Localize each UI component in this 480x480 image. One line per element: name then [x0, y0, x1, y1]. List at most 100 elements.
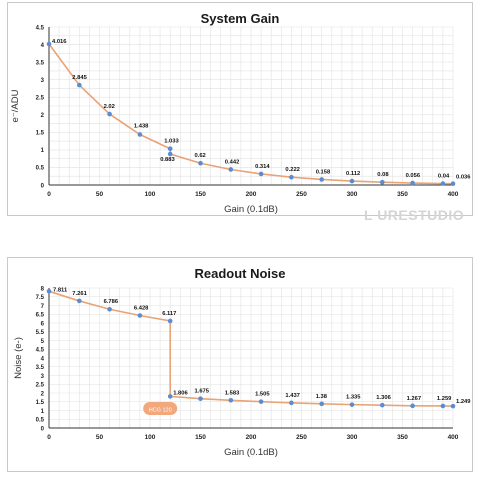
y-tick-label: 1: [41, 148, 45, 154]
data-point: [349, 178, 355, 184]
series-line: [48, 290, 454, 407]
readout-noise-chart-panel: Readout Noise 0 50 100 150 200 250 300 350 400 0 0…: [7, 257, 473, 472]
y-tick-label: 2.5: [36, 96, 45, 102]
y-tick-label: 0: [41, 183, 45, 189]
x-tick-label: 400: [448, 434, 459, 441]
data-point: [450, 181, 456, 187]
data-label: 1.437: [285, 393, 300, 399]
y-tick-label: 4: [41, 43, 45, 49]
y-tick-label: 0: [41, 426, 45, 432]
data-point: [77, 298, 82, 304]
data-point: [289, 400, 294, 406]
y-tick-label: 7.5: [36, 295, 45, 301]
x-tick-label: 250: [296, 434, 307, 441]
x-tick-label: 300: [347, 434, 358, 441]
data-point: [349, 402, 355, 407]
data-label: 6.786: [104, 299, 119, 305]
y-tick-label: 4.5: [36, 25, 45, 31]
y-tick-label: 5: [41, 339, 45, 345]
y-tick-label: 4.5: [36, 348, 45, 354]
data-label: 7.261: [72, 291, 87, 297]
y-axis-label: e⁻/ADU: [10, 89, 21, 122]
data-label: 1.505: [255, 392, 270, 398]
chart-title: System Gain: [200, 11, 280, 26]
x-tick-label: 200: [246, 434, 257, 441]
y-tick-label: 0.5: [36, 166, 45, 172]
x-tick-label: 100: [145, 191, 156, 198]
data-label: 0.158: [316, 169, 331, 175]
data-label: 1.583: [225, 390, 240, 396]
y-tick-label: 0.5: [36, 418, 45, 424]
y-tick-label: 3: [41, 374, 45, 380]
data-point: [107, 111, 112, 117]
data-label: 1.675: [195, 389, 210, 395]
data-label: 1.249: [456, 399, 471, 405]
x-tick-label: 50: [96, 434, 104, 441]
data-label: 4.016: [52, 39, 67, 45]
data-label: 7.811: [53, 287, 68, 293]
x-tick-label: 0: [47, 434, 51, 441]
y-tick-label: 4: [41, 356, 45, 362]
data-point: [380, 402, 385, 408]
x-tick-label: 200: [246, 191, 257, 198]
x-tick-label: 250: [296, 191, 307, 198]
hcg-badge-label: HCG 120: [149, 407, 172, 413]
x-axis-label: Gain (0.1dB): [224, 447, 278, 458]
data-point: [46, 289, 52, 294]
data-point: [46, 41, 52, 47]
chart-title: Readout Noise: [194, 266, 286, 281]
data-point: [410, 180, 415, 186]
y-axis-label: Noise (e-): [13, 337, 24, 379]
y-tick-label: 2: [41, 391, 45, 397]
data-point: [137, 132, 143, 137]
system-gain-chart: 0 50 100 150 200 250 300 350 400 0 0.5 1 1.5 2 2.5 3 3.5…: [10, 25, 471, 215]
data-point: [107, 306, 112, 312]
y-tick-label: 8: [41, 286, 45, 292]
data-point: [410, 403, 415, 409]
data-point: [380, 179, 385, 185]
series-line: [48, 43, 454, 185]
y-tick-label: 5.5: [36, 330, 45, 336]
data-point: [77, 82, 82, 88]
x-tick-label: 50: [96, 191, 104, 198]
data-point: [440, 181, 446, 186]
x-tick-label: 300: [347, 191, 358, 198]
hcg-badge: [143, 402, 178, 415]
watermark-logo: L URESTUDIO: [364, 207, 465, 223]
y-tick-label: 2: [41, 113, 45, 119]
data-label: 1.438: [134, 124, 149, 130]
y-tick-label: 6: [41, 321, 45, 327]
data-point: [289, 174, 294, 180]
data-label: 0.112: [346, 171, 360, 177]
data-label: 0.314: [255, 164, 270, 170]
y-tick-label: 3.5: [36, 365, 45, 371]
y-tick-label: 1.5: [36, 400, 45, 406]
y-tick-label: 2.5: [36, 383, 45, 389]
x-tick-label: 350: [397, 434, 408, 441]
data-label: 1.267: [407, 396, 422, 402]
data-point: [258, 399, 264, 404]
y-tick-label: 3: [41, 78, 45, 84]
data-label: 1.335: [346, 395, 361, 401]
y-tick-label: 7: [41, 304, 45, 310]
data-point: [167, 394, 173, 399]
data-point: [198, 160, 203, 166]
y-tick-label: 1.5: [36, 131, 45, 137]
x-axis-label: Gain (0.1dB): [224, 204, 278, 215]
data-label: 2.02: [104, 104, 115, 110]
data-point: [440, 403, 446, 409]
x-tick-label: 0: [47, 191, 51, 198]
data-point: [167, 146, 173, 152]
data-point: [228, 167, 234, 172]
x-tick-label: 100: [145, 434, 156, 441]
data-point: [228, 397, 234, 403]
data-label: 1.806: [173, 390, 188, 396]
data-label: 0.08: [377, 172, 389, 178]
data-point: [167, 318, 173, 324]
data-point: [319, 177, 325, 182]
system-gain-chart-panel: System Gain 0 50 100 150 200 250 300 350 400 0 0.5…: [7, 2, 473, 223]
data-point: [319, 401, 325, 407]
data-point: [450, 403, 456, 409]
x-tick-label: 350: [397, 191, 408, 198]
data-point: [198, 396, 203, 401]
